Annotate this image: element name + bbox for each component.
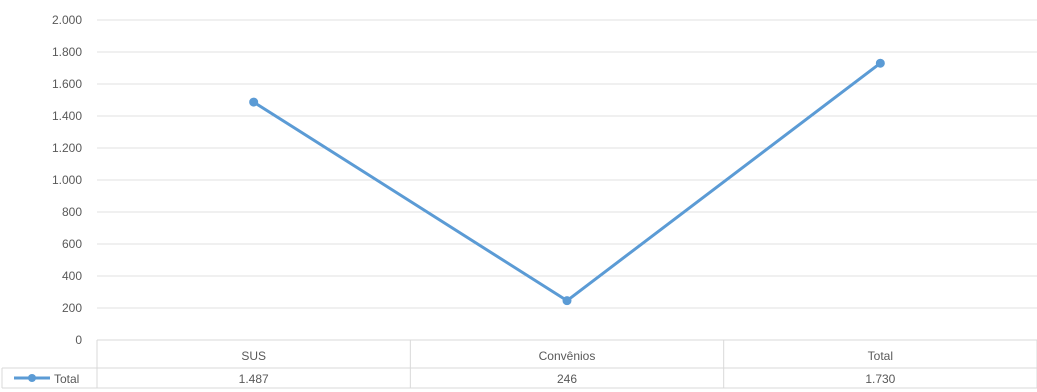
legend-point-marker	[28, 374, 36, 382]
y-tick-label: 1.400	[52, 109, 82, 123]
y-tick-label: 1.800	[52, 45, 82, 59]
category-label: Convênios	[539, 349, 596, 363]
legend-label: Total	[54, 372, 79, 386]
series-total	[249, 58, 885, 306]
category-label: Total	[868, 349, 893, 363]
data-table-value: 1.730	[865, 372, 895, 386]
y-tick-label: 200	[62, 301, 82, 315]
data-table: SUS Convênios Total 1.487 246 1.730 Total	[1, 339, 1037, 389]
data-point	[562, 296, 572, 306]
data-point	[249, 97, 259, 107]
y-axis-tick-labels: 0 200 400 600 800 1.000 1.200 1.400 1.600 1.800 2.…	[52, 13, 82, 347]
y-tick-label: 1.200	[52, 141, 82, 155]
y-tick-label: 1.000	[52, 173, 82, 187]
gridlines	[97, 19, 1037, 309]
y-tick-label: 1.600	[52, 77, 82, 91]
y-tick-label: 2.000	[52, 13, 82, 27]
data-point	[875, 58, 885, 68]
data-table-value: 246	[557, 372, 577, 386]
y-tick-label: 800	[62, 205, 82, 219]
y-tick-label: 400	[62, 269, 82, 283]
data-table-value: 1.487	[239, 372, 269, 386]
y-tick-label: 0	[75, 333, 82, 347]
y-tick-label: 600	[62, 237, 82, 251]
category-label: SUS	[241, 349, 266, 363]
series-line	[252, 62, 882, 303]
